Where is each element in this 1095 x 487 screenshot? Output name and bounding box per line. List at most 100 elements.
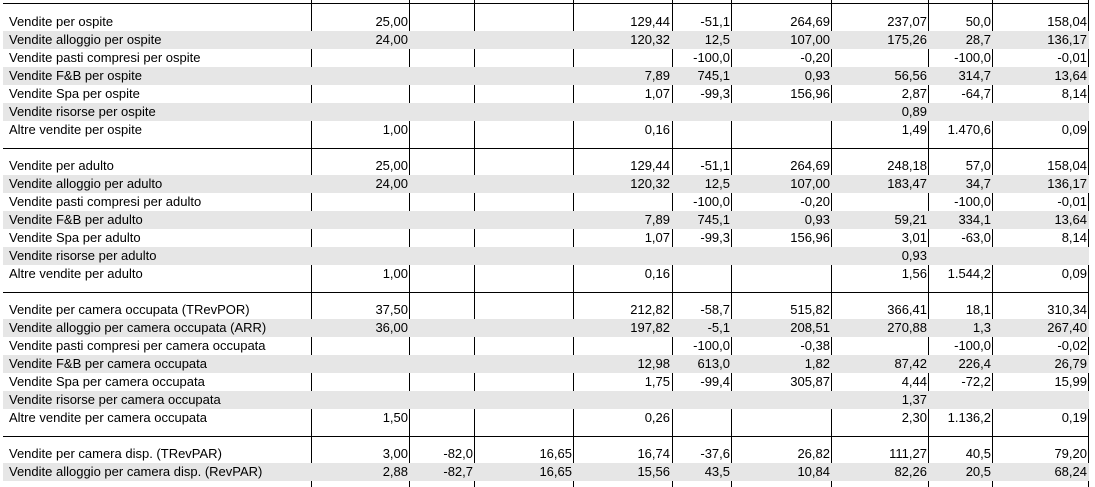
value-cell (832, 193, 927, 211)
value-cell: 270,88 (887, 320, 927, 335)
group-separator (3, 292, 1089, 293)
value-cell (732, 121, 830, 139)
value-cell: 314,7 (958, 68, 991, 83)
value-cell: -58,7 (700, 302, 730, 317)
column-divider (474, 0, 475, 487)
value-cell (475, 319, 572, 337)
table-row: Vendite per adulto 25,00 129,44 -51,1 264,69… (3, 157, 1089, 175)
value-cell (410, 85, 473, 103)
value-cell (312, 373, 408, 391)
value-cell: 613,0 (697, 356, 730, 371)
table-row: Vendite risorse per adulto 0,93 (3, 247, 1089, 265)
value-cell (732, 409, 830, 427)
value-cell (475, 175, 572, 193)
value-cell: 264,69 (790, 14, 830, 29)
value-cell: 79,20 (1054, 446, 1087, 461)
value-cell (410, 31, 473, 49)
value-cell (410, 247, 473, 265)
value-cell: 37,50 (375, 302, 408, 317)
row-label: Vendite alloggio per ospite (9, 32, 162, 47)
value-cell: 1,49 (901, 122, 927, 137)
row-label: Vendite pasti compresi per ospite (9, 50, 201, 65)
value-cell (929, 391, 991, 409)
row-label: Vendite F&B per ospite (9, 68, 142, 83)
row-label: Vendite risorse per adulto (9, 248, 157, 263)
value-cell: 3,01 (901, 230, 927, 245)
column-divider (1088, 0, 1089, 487)
row-label: Vendite pasti compresi per adulto (9, 194, 202, 209)
value-cell (410, 229, 473, 247)
value-cell: 136,17 (1047, 32, 1087, 47)
value-cell: -51,1 (700, 158, 730, 173)
value-cell: 0,93 (804, 68, 830, 83)
value-cell: -100,0 (693, 50, 730, 65)
value-cell (832, 49, 927, 67)
table-row: Altre vendite per adulto 1,00 0,16 1,56 1.54… (3, 265, 1089, 283)
group-separator (3, 3, 1089, 4)
column-divider (992, 0, 993, 487)
value-cell: 0,19 (1061, 410, 1087, 425)
value-cell (574, 247, 670, 265)
value-cell (732, 103, 830, 121)
value-cell: -72,2 (961, 374, 991, 389)
value-cell (475, 265, 572, 283)
table-row: Vendite per camera occupata (TRevPOR) 37,… (3, 301, 1089, 319)
value-cell: 0,09 (1061, 266, 1087, 281)
column-divider (831, 0, 832, 487)
value-cell: 0,16 (644, 122, 670, 137)
table-row: Vendite alloggio per ospite 24,00 120,32 12… (3, 31, 1089, 49)
table-row: Vendite pasti compresi per ospite -100,0 -… (3, 49, 1089, 67)
value-cell: 267,40 (1047, 320, 1087, 335)
value-cell (475, 67, 572, 85)
value-cell: 57,0 (965, 158, 991, 173)
table-row: Vendite risorse per ospite 0,89 (3, 103, 1089, 121)
value-cell: -37,6 (700, 446, 730, 461)
value-cell: -100,0 (693, 338, 730, 353)
value-cell (312, 49, 408, 67)
value-cell: 3,00 (382, 446, 408, 461)
value-cell (475, 229, 572, 247)
value-cell: 248,18 (887, 158, 927, 173)
sales-per-guest-report-table: Vendite per ospite 25,00 129,44 -51,1 264,69… (3, 0, 1089, 487)
value-cell (475, 211, 572, 229)
table-row: Altre vendite per camera occupata 1,50 0,2… (3, 409, 1089, 427)
value-cell: 34,7 (965, 176, 991, 191)
value-cell (475, 157, 572, 175)
value-cell: 16,65 (539, 464, 572, 479)
table-row: Altre vendite per ospite 1,00 0,16 1,49 1.47… (3, 121, 1089, 139)
value-cell: 264,69 (790, 158, 830, 173)
value-cell (312, 193, 408, 211)
value-cell: 15,99 (1054, 374, 1087, 389)
value-cell: 0,26 (644, 410, 670, 425)
value-cell: 1,37 (901, 392, 927, 407)
value-cell: 175,26 (887, 32, 927, 47)
value-cell (929, 247, 991, 265)
value-cell: 25,00 (375, 14, 408, 29)
value-cell: 111,27 (889, 446, 927, 461)
column-divider (928, 0, 929, 487)
value-cell (475, 337, 572, 355)
value-cell: 156,96 (790, 230, 830, 245)
value-cell: 0,93 (804, 212, 830, 227)
value-cell (732, 265, 830, 283)
value-cell: 183,47 (887, 176, 927, 191)
row-label: Vendite per camera occupata (TRevPOR) (9, 302, 250, 317)
value-cell: 2,30 (901, 410, 927, 425)
value-cell: 36,00 (375, 320, 408, 335)
value-cell: 24,00 (375, 32, 408, 47)
value-cell: 120,32 (630, 32, 670, 47)
value-cell (475, 409, 572, 427)
value-cell (673, 409, 730, 427)
value-cell (832, 337, 927, 355)
value-cell (410, 175, 473, 193)
value-cell: -99,3 (700, 86, 730, 101)
value-cell: 50,0 (965, 14, 991, 29)
value-cell (312, 229, 408, 247)
value-cell (732, 391, 830, 409)
value-cell: 68,24 (1054, 464, 1087, 479)
value-cell: -0,02 (1057, 338, 1087, 353)
value-cell (312, 85, 408, 103)
value-cell: 56,56 (894, 68, 927, 83)
value-cell: 2,88 (382, 464, 408, 479)
row-label: Vendite risorse per ospite (9, 104, 156, 119)
